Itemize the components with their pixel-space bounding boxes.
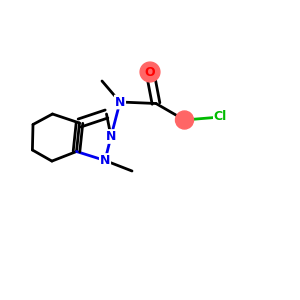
- Text: N: N: [100, 154, 110, 167]
- Circle shape: [140, 62, 160, 82]
- Circle shape: [176, 111, 194, 129]
- Text: O: O: [145, 65, 155, 79]
- Text: Cl: Cl: [214, 110, 227, 124]
- Text: N: N: [106, 130, 116, 143]
- Text: N: N: [115, 95, 125, 109]
